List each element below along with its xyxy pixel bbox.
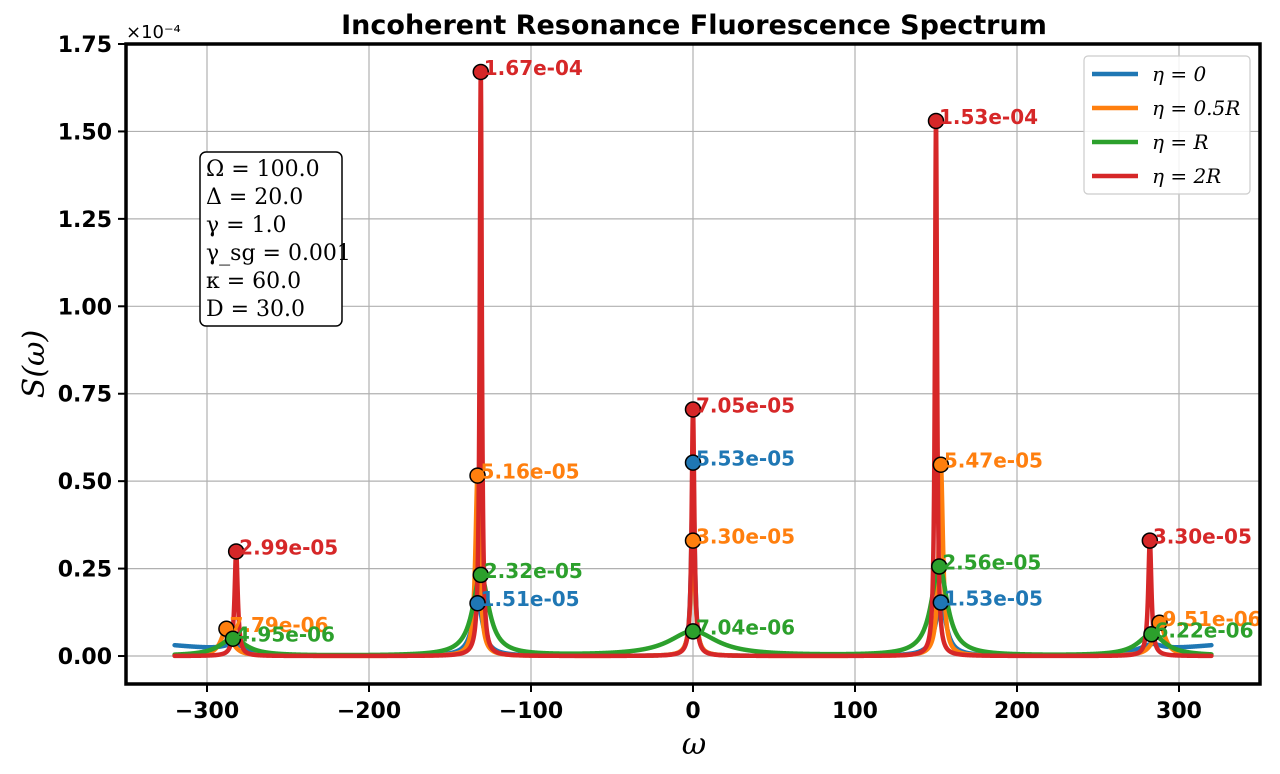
y-tick-label: 1.75 bbox=[58, 33, 112, 58]
peak-label: 1.53e-05 bbox=[944, 587, 1043, 611]
peak-label: 5.16e-05 bbox=[481, 460, 580, 484]
peak-marker bbox=[472, 566, 490, 584]
x-tick-label: −100 bbox=[499, 699, 563, 724]
x-tick-label: −200 bbox=[337, 699, 401, 724]
x-tick-label: −300 bbox=[175, 699, 239, 724]
peak-marker bbox=[227, 543, 245, 560]
legend-label: η = R bbox=[1152, 130, 1209, 154]
peak-marker bbox=[684, 454, 702, 471]
y-tick-label: 0.50 bbox=[58, 470, 112, 495]
peak-label: 7.79e-06 bbox=[229, 613, 328, 637]
y-tick-label: 1.00 bbox=[58, 295, 112, 320]
peak-label: 3.30e-05 bbox=[1153, 525, 1252, 549]
legend-label: η = 0.5R bbox=[1152, 96, 1240, 120]
param-line: κ = 60.0 bbox=[206, 269, 301, 294]
y-tick-label: 0.75 bbox=[58, 383, 112, 408]
peak-label: 1.51e-05 bbox=[481, 587, 580, 611]
param-line: γ = 1.0 bbox=[206, 213, 287, 238]
peak-label: 2.56e-05 bbox=[942, 550, 1041, 574]
peak-marker bbox=[684, 401, 702, 418]
param-line: Ω = 100.0 bbox=[206, 157, 320, 182]
marker-layer: 1.51e-05 5.53e-05 1.53e-05 7.79e-06 5.16e-05… bbox=[218, 56, 1262, 647]
peak-marker bbox=[932, 456, 950, 473]
peak-label: 3.30e-05 bbox=[696, 525, 795, 549]
legend-label: η = 2R bbox=[1152, 164, 1221, 188]
y-scale-label: ×10⁻⁴ bbox=[126, 22, 181, 43]
peak-label: 1.67e-04 bbox=[484, 56, 583, 80]
x-tick-label: 0 bbox=[685, 699, 700, 724]
x-axis: −300 −200 −100 0 100 200 300 bbox=[175, 684, 1202, 724]
x-tick-label: 200 bbox=[994, 699, 1040, 724]
y-tick-label: 1.25 bbox=[58, 208, 112, 233]
legend: η = 0 η = 0.5R η = R η = 2R bbox=[1083, 55, 1251, 195]
peak-marker bbox=[469, 467, 486, 484]
parameter-box: Ω = 100.0 Δ = 20.0 γ = 1.0 γ_sg = 0.001 κ = … bbox=[199, 151, 351, 327]
peak-label: 5.53e-05 bbox=[696, 447, 795, 471]
peak-marker bbox=[684, 623, 702, 640]
peak-label: 5.47e-05 bbox=[944, 449, 1043, 473]
peak-label: 2.32e-05 bbox=[484, 559, 583, 583]
peak-marker bbox=[927, 112, 945, 130]
x-axis-label: ω bbox=[682, 727, 706, 762]
peak-label: 1.53e-04 bbox=[939, 105, 1038, 129]
param-line: γ_sg = 0.001 bbox=[206, 241, 351, 266]
peak-label: 2.99e-05 bbox=[239, 535, 338, 559]
y-tick-label: 0.00 bbox=[58, 645, 112, 670]
peak-marker bbox=[1143, 626, 1160, 643]
legend-label: η = 0 bbox=[1152, 62, 1206, 86]
y-tick-label: 1.50 bbox=[58, 120, 112, 145]
param-line: Δ = 20.0 bbox=[206, 185, 303, 210]
peak-marker bbox=[472, 63, 490, 81]
peak-label: 7.04e-06 bbox=[696, 615, 795, 639]
x-tick-label: 300 bbox=[1156, 699, 1202, 724]
peak-marker bbox=[932, 594, 950, 611]
y-axis-label: S(ω) bbox=[17, 330, 52, 398]
peak-label: 6.22e-06 bbox=[1154, 618, 1253, 642]
peak-label: 7.05e-05 bbox=[696, 393, 795, 417]
peak-label: 9.51e-06 bbox=[1163, 607, 1262, 631]
peak-marker bbox=[1151, 614, 1168, 632]
chart-title: Incoherent Resonance Fluorescence Spectr… bbox=[341, 10, 1047, 41]
peak-marker bbox=[469, 594, 486, 612]
param-line: D = 30.0 bbox=[206, 297, 305, 322]
peak-label: 4.95e-06 bbox=[236, 623, 335, 647]
peak-marker bbox=[1141, 532, 1159, 549]
peak-marker bbox=[684, 532, 702, 549]
x-tick-label: 100 bbox=[832, 699, 878, 724]
peak-marker bbox=[224, 630, 242, 647]
peak-marker bbox=[930, 558, 948, 575]
y-axis: 0.00 0.25 0.50 0.75 1.00 1.25 1.50 1.75 bbox=[58, 33, 126, 670]
y-tick-label: 0.25 bbox=[58, 558, 112, 583]
